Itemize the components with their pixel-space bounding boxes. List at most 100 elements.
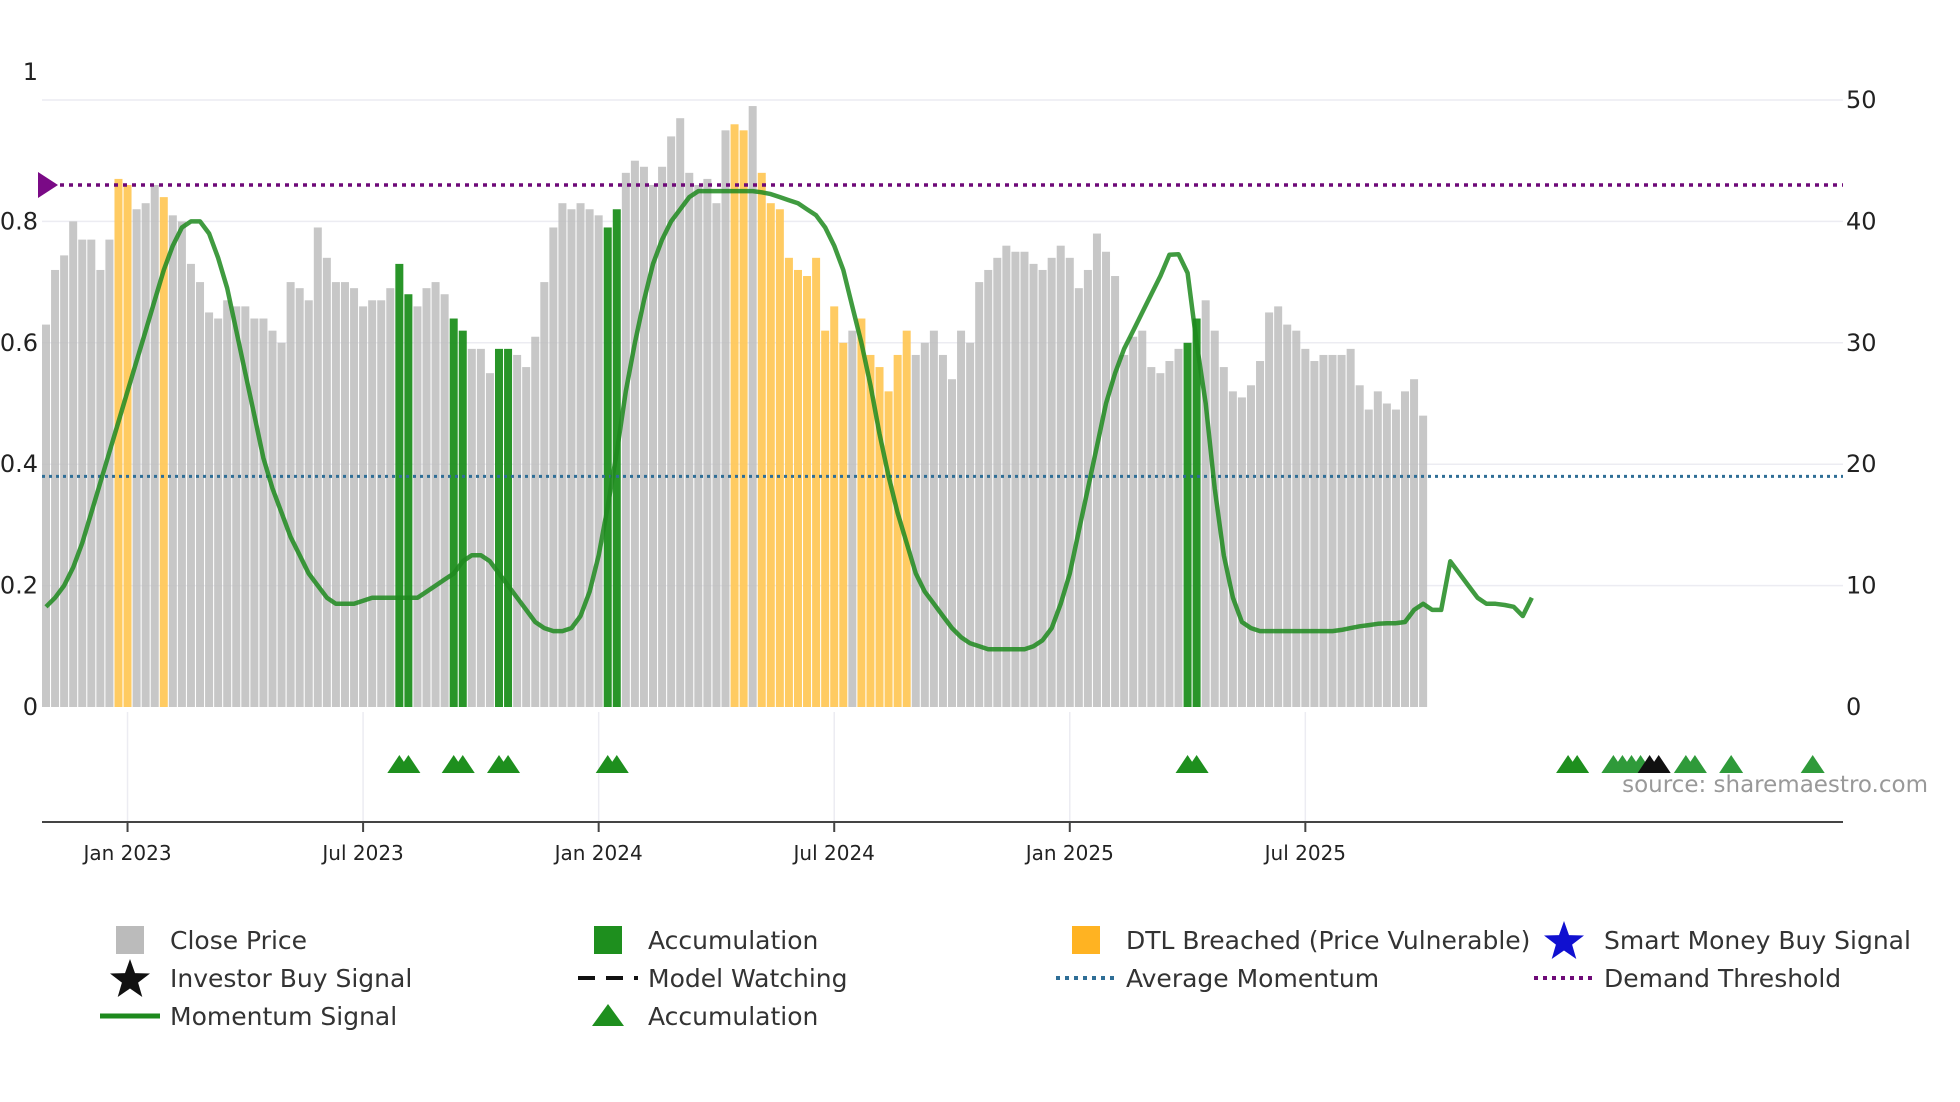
right-tick-label: 50 (1846, 86, 1877, 114)
price-bar (42, 324, 50, 707)
price-bar (1201, 300, 1210, 707)
price-bar (368, 300, 377, 707)
left-tick-label: 0 (23, 693, 38, 721)
price-bar (730, 124, 739, 707)
price-bar (331, 282, 340, 707)
accumulation-triangle (1682, 755, 1707, 773)
price-bar (1092, 233, 1101, 708)
price-bar (268, 330, 277, 707)
price-bar (205, 312, 214, 707)
left-tick-label: 1 (23, 58, 38, 86)
price-bar (1102, 251, 1111, 707)
right-tick-label: 40 (1846, 207, 1877, 235)
accumulation-triangle (1184, 755, 1209, 773)
price-bar (775, 209, 784, 707)
price-bar (277, 342, 286, 707)
price-bar (232, 306, 241, 707)
accumulation-triangle (496, 755, 521, 773)
price-bar (214, 318, 223, 707)
date-tick-label: Jan 2023 (81, 841, 171, 865)
right-tick-label: 30 (1846, 329, 1877, 357)
price-bar (141, 203, 150, 707)
left-tick-label: 0.4 (0, 450, 38, 478)
price-bar (504, 348, 513, 707)
price-bar (1120, 354, 1129, 707)
price-bar (1002, 245, 1011, 707)
price-bar (51, 269, 60, 707)
price-bar (177, 221, 186, 707)
price-bar (1410, 379, 1419, 707)
price-bar (386, 288, 395, 707)
price-bar (839, 342, 848, 707)
date-tick-label: Jul 2024 (792, 841, 875, 865)
right-tick-label: 0 (1846, 693, 1861, 721)
price-bar (594, 215, 603, 707)
right-tick-label: 10 (1846, 572, 1877, 600)
price-bar (540, 282, 549, 707)
price-bar (422, 288, 431, 707)
price-bar (1183, 342, 1192, 707)
price-bar (1419, 415, 1428, 707)
price-bar (558, 203, 567, 707)
price-bar (1382, 403, 1391, 707)
price-bar (1391, 409, 1400, 707)
price-bar (721, 130, 730, 708)
price-bar (948, 379, 956, 707)
price-bar (812, 257, 821, 707)
price-bar (1337, 354, 1346, 707)
price-bar (920, 342, 929, 707)
date-tick-label: Jan 2024 (553, 841, 643, 865)
accumulation-triangle (1565, 755, 1590, 773)
right-tick-label: 20 (1846, 450, 1877, 478)
price-bar (1301, 348, 1310, 707)
price-bar (667, 136, 676, 708)
price-bar (69, 221, 78, 707)
price-bar (1056, 245, 1065, 707)
price-bar (1029, 263, 1038, 707)
legend-star-icon (1544, 921, 1584, 959)
price-bar (848, 330, 857, 707)
price-bar (359, 306, 368, 707)
price-bar (1129, 336, 1138, 707)
price-bar (911, 354, 920, 707)
price-bar (766, 203, 775, 707)
price-bar (984, 269, 993, 707)
price-bar (105, 239, 114, 708)
legend-swatch (1072, 926, 1100, 954)
price-bar (685, 172, 694, 708)
price-bar (123, 184, 132, 708)
price-bar (186, 263, 195, 707)
price-bar (649, 184, 658, 708)
price-bar (639, 166, 648, 707)
legend-label: Average Momentum (1126, 964, 1379, 993)
price-bar (1364, 409, 1373, 707)
price-bar (1256, 361, 1265, 707)
price-bar (658, 166, 667, 707)
price-bar (784, 257, 793, 707)
price-bar (476, 348, 485, 707)
price-bar (1192, 318, 1201, 707)
price-bar (993, 257, 1002, 707)
price-bar (830, 306, 839, 707)
price-bar (413, 306, 422, 707)
left-axis: 0 0.2 0.4 0.6 0.8 1 (0, 58, 38, 721)
price-bar (1401, 391, 1409, 707)
price-bar (259, 318, 268, 707)
price-bar (884, 391, 893, 707)
legend-label: Accumulation (648, 926, 818, 955)
price-bar (576, 203, 585, 707)
left-tick-label: 0.6 (0, 329, 38, 357)
price-bar (440, 294, 449, 707)
threshold-marker (38, 171, 58, 198)
legend-label: Accumulation (648, 1002, 818, 1031)
price-bar (60, 255, 69, 707)
price-bar (567, 209, 576, 707)
legend-star-icon (110, 959, 150, 997)
legend-label: DTL Breached (Price Vulnerable) (1126, 926, 1530, 955)
price-bar (522, 367, 531, 707)
price-bar (340, 282, 349, 707)
momentum-signal-line (44, 188, 1534, 652)
price-bar (585, 209, 594, 707)
price-bar (857, 318, 866, 707)
price-bar (458, 330, 467, 707)
